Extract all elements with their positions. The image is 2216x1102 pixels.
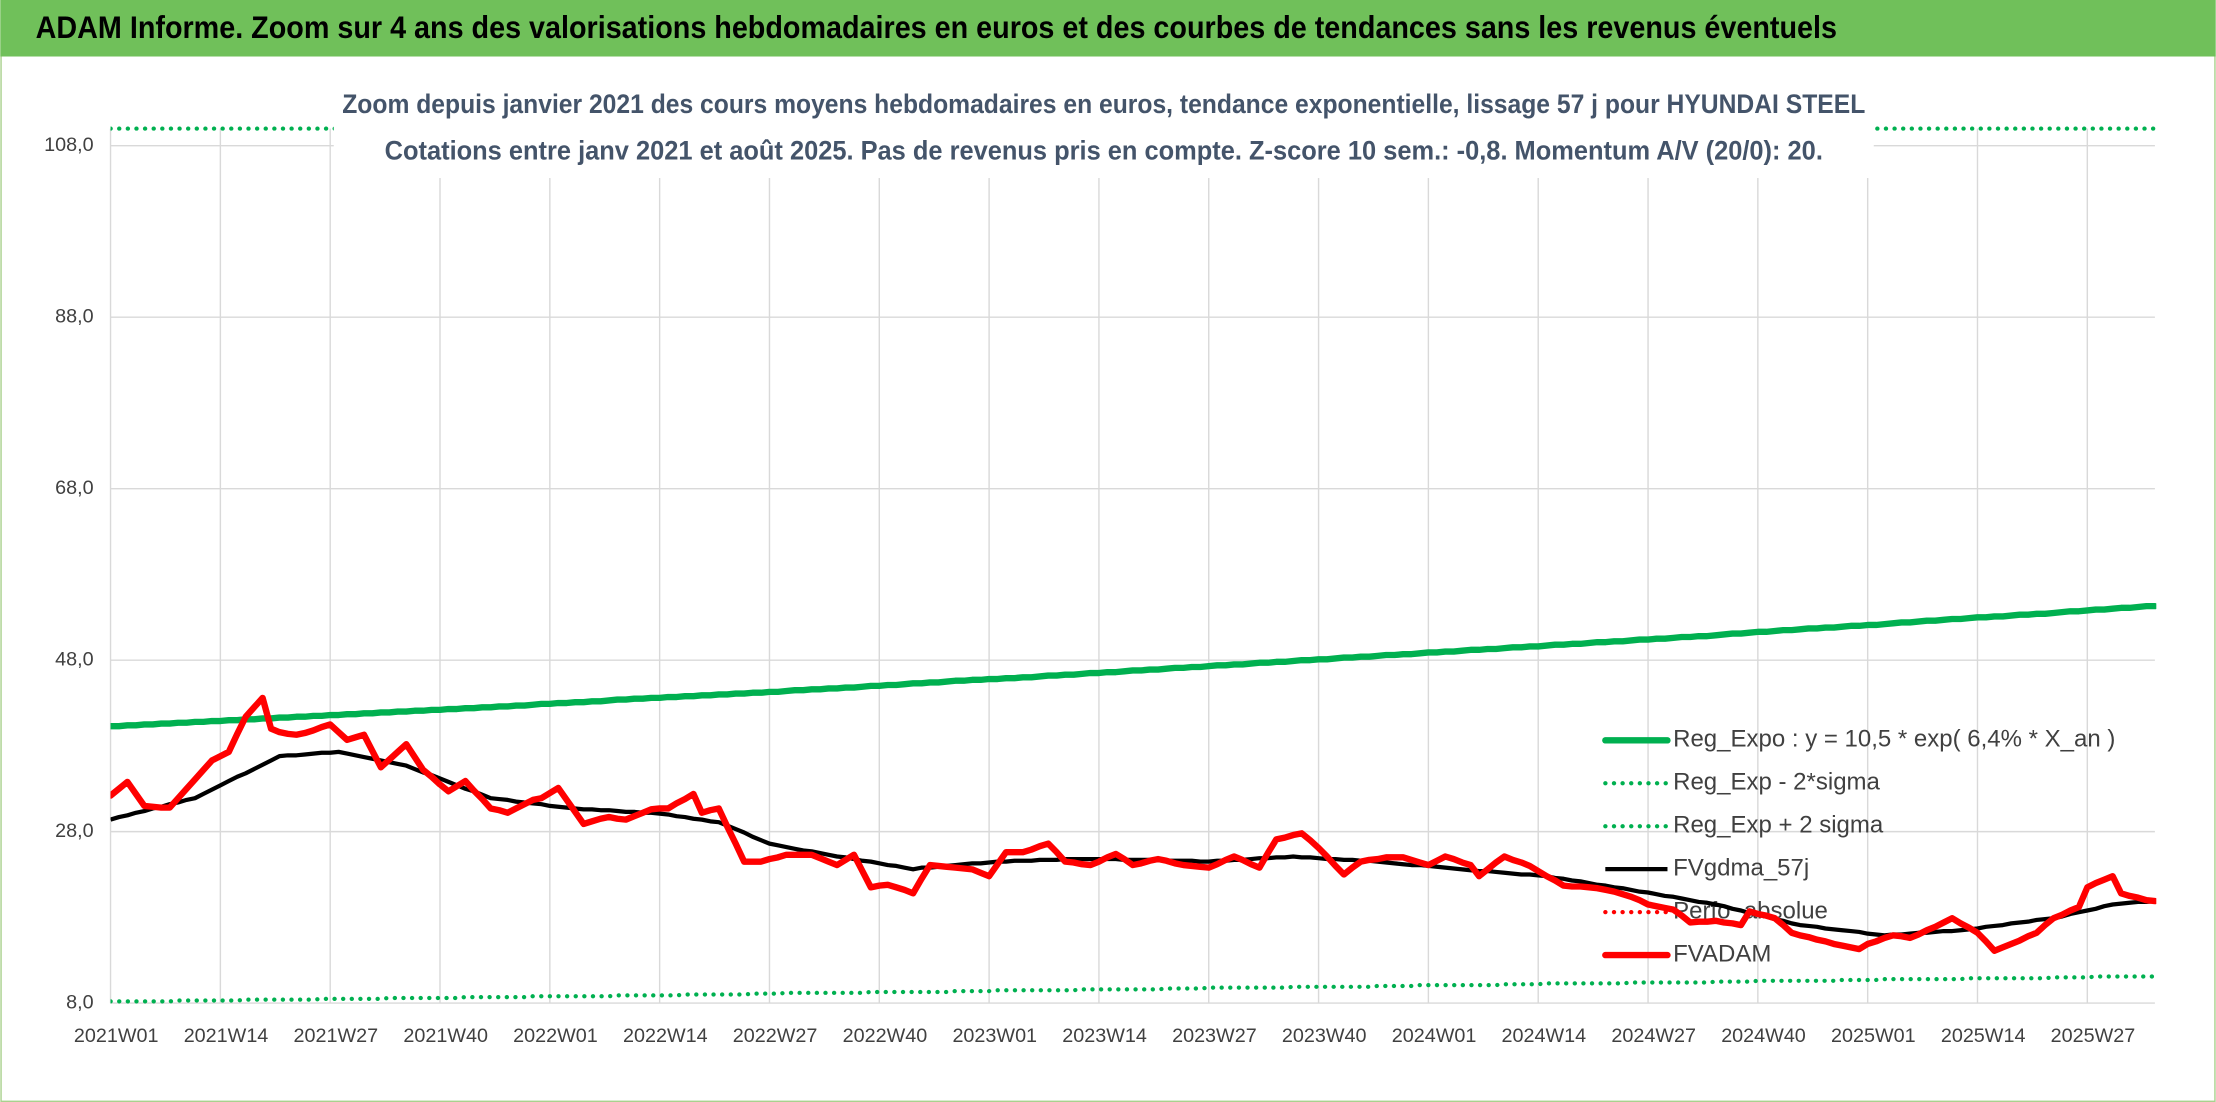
y-tick-label: 88,0: [55, 305, 93, 327]
legend-label: Reg_Expo : y = 10,5 * exp( 6,4% * X_an ): [1673, 726, 2115, 753]
legend-label: FVADAM: [1673, 940, 1771, 967]
y-tick-label: 68,0: [55, 477, 93, 499]
plot-lines: [110, 126, 2157, 1004]
x-tick-label: 2025W27: [2051, 1025, 2136, 1047]
x-tick-label: 2024W14: [1502, 1025, 1587, 1047]
header-bar: [0, 0, 2216, 57]
x-tick-label: 2024W40: [1721, 1025, 1806, 1047]
x-tick-label: 2021W14: [184, 1025, 269, 1047]
y-tick-label: 28,0: [55, 820, 93, 842]
subtitle: Cotations entre janv 2021 et août 2025. …: [385, 136, 1823, 166]
x-tick-label: 2021W01: [74, 1025, 159, 1047]
legend-label: Reg_Exp + 2 sigma: [1673, 812, 1884, 839]
x-tick-label: 2022W01: [513, 1025, 598, 1047]
y-tick-label: 108,0: [44, 134, 93, 156]
subtitle: Zoom depuis janvier 2021 des cours moyen…: [342, 89, 1865, 119]
chart-title: ADAM Informe. Zoom sur 4 ans des valoris…: [36, 10, 1837, 45]
x-tick-label: 2022W40: [843, 1025, 928, 1047]
grid: 8,0 28,0 48,0 68,0 88,0 108,0 2021W01 2021W14 20…: [44, 128, 2155, 1047]
x-tick-label: 2023W40: [1282, 1025, 1367, 1047]
x-tick-label: 2023W27: [1172, 1025, 1257, 1047]
series-line: [110, 749, 2156, 938]
x-tick-label: 2024W01: [1392, 1025, 1477, 1047]
x-tick-label: 2023W01: [952, 1025, 1037, 1047]
x-tick-label: 2025W01: [1831, 1025, 1916, 1047]
legend: Reg_Expo : y = 10,5 * exp( 6,4% * X_an )…: [1602, 726, 2115, 967]
subtitle-box: [333, 81, 1874, 179]
series-line: [110, 602, 2157, 730]
series-line: [110, 694, 2157, 954]
y-tick-label: 48,0: [55, 648, 93, 670]
x-tick-label: 2021W27: [294, 1025, 379, 1047]
series-line: [110, 974, 2157, 1004]
x-tick-label: 2023W14: [1062, 1025, 1147, 1047]
legend-label: Reg_Exp - 2*sigma: [1673, 769, 1880, 796]
x-tick-label: 2022W27: [733, 1025, 818, 1047]
x-tick-label: 2022W14: [623, 1025, 708, 1047]
x-tick-label: 2025W14: [1941, 1025, 2026, 1047]
x-tick-label: 2024W27: [1611, 1025, 1696, 1047]
y-tick-label: 8,0: [66, 991, 93, 1013]
x-tick-label: 2021W40: [403, 1025, 488, 1047]
legend-label: FVgdma_57j: [1673, 855, 1809, 882]
